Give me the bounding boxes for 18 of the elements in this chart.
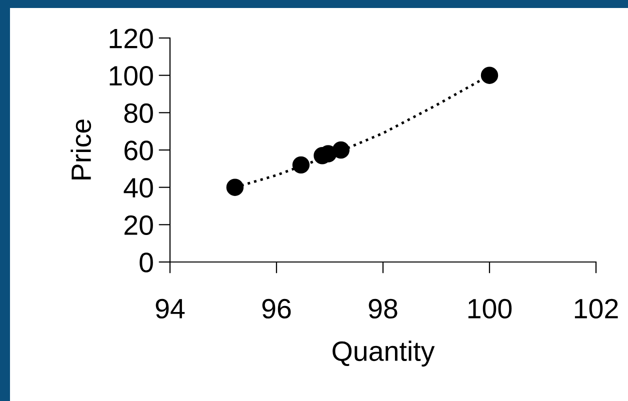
x-tick-label: 94 [156,298,185,319]
x-axis-title: Quantity [332,340,435,367]
y-tick-label: 0 [140,252,153,272]
y-axis-title: Price [70,120,92,180]
point [292,156,310,174]
x-tick-label: 98 [368,298,398,319]
x-tick-label: 100 [468,298,512,319]
y-tick-label: 40 [124,178,153,198]
y-tick-label: 60 [124,140,153,160]
x-tick-label: 96 [262,298,291,319]
point [332,141,350,159]
x-tick-label: 102 [574,298,618,319]
y-tick-label: 100 [110,66,153,86]
y-tick-label: 120 [110,28,153,48]
y-tick-label: 20 [124,215,153,236]
point [226,178,244,196]
y-tick-label: 80 [124,103,153,124]
point [480,66,498,84]
